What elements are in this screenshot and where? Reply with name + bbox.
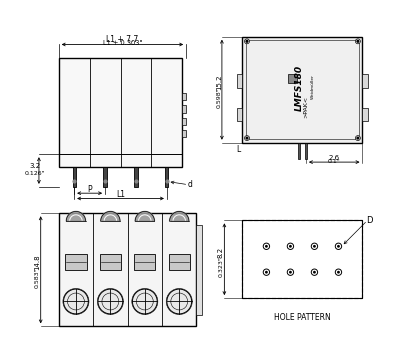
- Circle shape: [246, 41, 248, 42]
- Bar: [165, 167, 168, 187]
- Text: L1 + 0.303": L1 + 0.303": [103, 40, 142, 46]
- Text: HOLE PATTERN: HOLE PATTERN: [274, 313, 331, 322]
- Bar: [362, 108, 368, 121]
- Text: 3.2: 3.2: [30, 163, 41, 169]
- Circle shape: [314, 246, 315, 247]
- Text: >PAK<: >PAK<: [304, 96, 308, 119]
- Circle shape: [64, 289, 88, 314]
- Circle shape: [167, 289, 192, 314]
- Circle shape: [314, 272, 315, 273]
- Bar: [182, 105, 186, 112]
- Bar: [196, 225, 202, 315]
- Bar: [59, 58, 182, 167]
- Circle shape: [356, 39, 360, 44]
- Text: d: d: [188, 180, 192, 189]
- Circle shape: [263, 269, 270, 276]
- Text: 15.2: 15.2: [216, 74, 222, 90]
- Bar: [246, 40, 359, 139]
- Circle shape: [356, 136, 360, 141]
- Circle shape: [290, 246, 291, 247]
- Text: D: D: [366, 216, 373, 225]
- Text: 0.323": 0.323": [218, 256, 223, 277]
- Circle shape: [335, 243, 342, 250]
- Circle shape: [311, 269, 318, 276]
- Text: P: P: [87, 185, 92, 194]
- Circle shape: [338, 272, 339, 273]
- Text: 2.6: 2.6: [329, 155, 340, 161]
- Text: 0.126": 0.126": [25, 171, 46, 176]
- Bar: [288, 74, 297, 83]
- Circle shape: [287, 243, 294, 250]
- Bar: [134, 167, 138, 187]
- Circle shape: [263, 243, 270, 250]
- Text: 8.2: 8.2: [218, 247, 224, 258]
- Circle shape: [357, 137, 359, 139]
- Bar: [168, 254, 190, 270]
- Bar: [305, 143, 307, 158]
- Bar: [134, 254, 156, 270]
- Circle shape: [244, 136, 250, 141]
- Bar: [362, 74, 368, 88]
- Text: LMFS180: LMFS180: [294, 65, 304, 111]
- Polygon shape: [170, 211, 189, 221]
- Text: L: L: [237, 145, 241, 153]
- Text: 0.598": 0.598": [216, 87, 222, 108]
- Circle shape: [244, 39, 250, 44]
- Bar: [242, 37, 362, 143]
- Circle shape: [246, 137, 248, 139]
- Circle shape: [290, 272, 291, 273]
- Bar: [182, 93, 186, 100]
- Polygon shape: [66, 211, 86, 221]
- Circle shape: [338, 246, 339, 247]
- Bar: [182, 117, 186, 125]
- Bar: [100, 254, 121, 270]
- Text: Weidmüller: Weidmüller: [311, 74, 315, 99]
- Bar: [182, 130, 186, 137]
- Bar: [72, 167, 76, 187]
- Circle shape: [287, 269, 294, 276]
- Bar: [59, 213, 196, 326]
- Circle shape: [335, 269, 342, 276]
- Bar: [237, 74, 242, 88]
- Text: 0.1": 0.1": [328, 159, 340, 164]
- Text: L1: L1: [116, 190, 125, 199]
- Circle shape: [132, 289, 157, 314]
- Bar: [298, 143, 300, 158]
- Text: 0.583": 0.583": [35, 267, 40, 288]
- Circle shape: [98, 289, 123, 314]
- Polygon shape: [135, 211, 154, 221]
- Circle shape: [357, 41, 359, 42]
- Circle shape: [266, 246, 267, 247]
- Text: 14.8: 14.8: [34, 254, 40, 270]
- Bar: [237, 108, 242, 121]
- Text: L1 + 7.7: L1 + 7.7: [106, 35, 138, 44]
- Circle shape: [266, 272, 267, 273]
- Circle shape: [311, 243, 318, 250]
- Bar: [242, 220, 362, 298]
- Bar: [104, 167, 107, 187]
- Bar: [65, 254, 87, 270]
- Polygon shape: [101, 211, 120, 221]
